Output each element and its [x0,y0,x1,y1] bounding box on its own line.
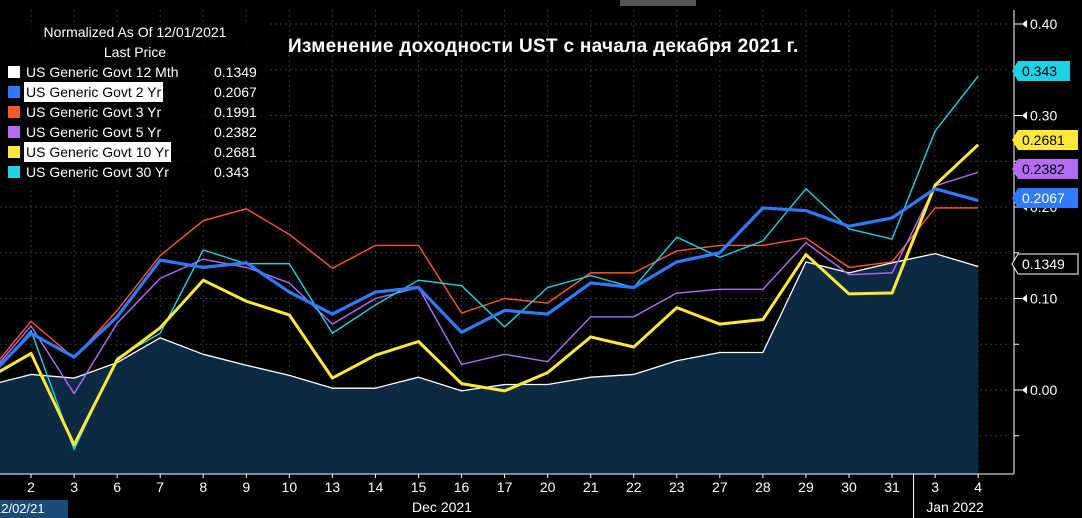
x-tick-label: 30 [841,479,857,495]
start-date-badge [0,500,68,518]
legend-item[interactable]: US Generic Govt 10 Yr 0.2681 [0,142,270,162]
series-lines [0,75,980,451]
legend-item[interactable]: US Generic Govt 3 Yr 0.1991 [0,102,270,122]
x-axis: 2 3 6 7 8 9 10 13 14 15 16 17 20 21 22 23 27 28 29 30 31 3 4De… [0,473,1014,518]
end-value-badge [1011,253,1079,275]
y-tick-label: 0.30 [1030,108,1057,124]
legend-item-name: US Generic Govt 3 Yr [26,104,162,120]
top-tab-marker [620,0,696,6]
legend-swatch [8,126,20,138]
x-tick-label: 3 [70,479,78,495]
area-fill [0,253,979,474]
x-tick-label: 8 [199,479,207,495]
legend-swatch [8,106,20,118]
series-line [0,75,979,451]
legend-item-name: US Generic Govt 2 Yr [24,82,164,102]
x-tick-label: 28 [755,479,771,495]
x-tick-label: 6 [113,479,121,495]
x-tick-label: 20 [540,479,556,495]
x-group-label: Dec 2021 [412,499,472,515]
x-tick-label: 17 [497,479,513,495]
x-tick-label: 23 [669,479,685,495]
legend-header: Normalized As Of 12/01/2021 [43,24,227,40]
x-tick-label: 27 [712,479,728,495]
legend-item-name: US Generic Govt 5 Yr [26,124,162,140]
end-value-label: 0.2382 [1022,161,1065,177]
legend-swatch [8,166,20,178]
legend-item-value: 0.1349 [214,64,257,80]
start-date-label: 12/02/21 [0,501,45,516]
legend-swatch [8,86,20,98]
x-tick-label: 31 [884,479,900,495]
legend-item[interactable]: US Generic Govt 5 Yr 0.2382 [0,122,270,142]
legend-item-name: US Generic Govt 30 Yr [26,164,169,180]
legend-item-name: US Generic Govt 12 Mth [26,64,179,80]
end-value-badge [1012,61,1070,81]
legend-item[interactable]: US Generic Govt 12 Mth 0.1349 [0,62,270,82]
legend-item-name: US Generic Govt 10 Yr [24,142,171,162]
x-tick-label: 14 [368,479,384,495]
y-tick-label: 0.40 [1030,16,1057,32]
x-tick-label: 22 [626,479,642,495]
x-tick-label: 29 [798,479,814,495]
end-value-label: 0.2681 [1022,132,1065,148]
series-line [0,143,980,447]
end-value-label: 0.2067 [1022,190,1065,206]
legend: Normalized As Of 12/01/2021 Last Price U… [0,22,270,190]
legend-item-value: 0.1991 [214,104,257,120]
series-line [0,187,979,368]
legend-item[interactable]: US Generic Govt 30 Yr 0.343 [0,162,270,182]
x-tick-label: 21 [583,479,599,495]
series-line [0,171,979,395]
area-layer [0,253,979,474]
end-value-badge [1012,159,1078,179]
y-tick-label: 0.00 [1030,382,1057,398]
legend-swatch [8,66,20,78]
legend-item-value: 0.2681 [214,144,257,160]
legend-item-value: 0.2382 [214,124,257,140]
x-tick-label: 16 [454,479,470,495]
x-tick-label: 2 [27,479,35,495]
y-tick-pointer [1022,386,1027,394]
x-tick-label: 7 [156,479,164,495]
legend-item-value: 0.343 [214,164,250,180]
x-tick-label: 3 [931,479,939,495]
legend-subheader: Last Price [103,44,167,60]
y-tick-label: 0.10 [1030,291,1057,307]
end-value-badge [1012,130,1078,150]
x-tick-label: 9 [242,479,250,495]
x-tick-label: 4 [974,479,982,495]
end-value-badge [1012,188,1078,208]
legend-item-value: 0.2067 [214,84,257,100]
y-tick-pointer [1022,294,1027,303]
chart-title: Изменение доходности UST с начала декабр… [288,36,799,57]
y-tick-pointer [1022,20,1027,28]
y-axis: 0.400.300.200.100.00 [1013,10,1057,474]
x-group-label: Jan 2022 [926,499,984,515]
y-tick-pointer [1022,111,1027,120]
end-value-label: 0.343 [1022,63,1057,79]
end-value-label: 0.1349 [1022,256,1065,272]
x-tick-label: 15 [411,479,427,495]
end-labels: 0.1349 0.1991 0.2382 0.343 0.2681 0.2067 [1011,0,1079,275]
legend-swatch [8,146,20,158]
x-tick-label: 10 [282,479,298,495]
end-value-label: 0.1991 [1022,0,1065,3]
x-tick-label: 13 [325,479,341,495]
legend-item[interactable]: US Generic Govt 2 Yr 0.2067 [0,82,270,102]
